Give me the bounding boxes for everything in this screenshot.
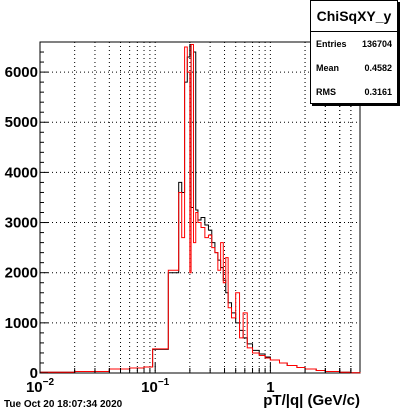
stats-title: ChiSqXY_y	[311, 1, 397, 32]
series-line-1	[39, 44, 361, 374]
x-tick-label: 1	[266, 379, 274, 396]
datestamp: Tue Oct 20 18:07:34 2020	[4, 399, 123, 410]
stats-row-rms: RMS 0.3161	[311, 80, 397, 104]
y-tick-label: 0	[30, 365, 38, 382]
y-tick-label: 4000	[5, 164, 38, 181]
series-group	[39, 44, 361, 374]
entries-value: 136704	[361, 39, 392, 49]
mean-label: Mean	[316, 63, 340, 73]
rms-label: RMS	[316, 87, 336, 97]
rms-value: 0.3161	[364, 87, 392, 97]
y-tick-label: 6000	[5, 64, 38, 81]
x-tick-label: 10−1	[141, 377, 170, 396]
stats-row-mean: Mean 0.4582	[311, 56, 397, 80]
x-axis-label: pT/|q| (GeV/c)	[263, 392, 360, 409]
axes: 0 1000 2000 3000 4000 5000 6000 10−2 10−1 1	[5, 51, 352, 396]
y-tick-label: 2000	[5, 265, 38, 282]
plot-frame	[39, 41, 361, 374]
stats-box: ChiSqXY_y Entries 136704 Mean 0.4582 RMS…	[310, 0, 398, 104]
y-tick-label: 1000	[5, 315, 38, 332]
y-tick-label: 3000	[5, 215, 38, 232]
mean-value: 0.4582	[364, 63, 392, 73]
entries-label: Entries	[316, 39, 347, 49]
y-tick-label: 5000	[5, 114, 38, 131]
stats-row-entries: Entries 136704	[311, 32, 397, 56]
x-tick-label: 10−2	[26, 377, 55, 396]
